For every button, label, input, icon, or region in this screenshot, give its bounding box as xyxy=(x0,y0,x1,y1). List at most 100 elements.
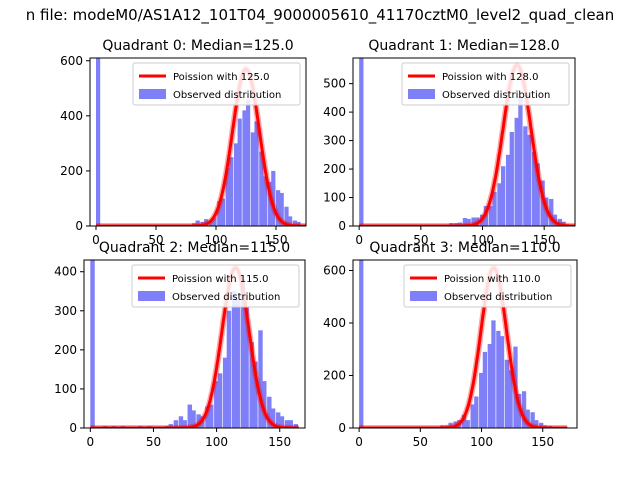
hist-bar xyxy=(279,416,285,428)
hist-bar xyxy=(521,391,527,428)
hist-bar xyxy=(359,58,364,226)
hist-bar xyxy=(501,166,506,226)
y-tick-label: 100 xyxy=(54,382,77,396)
plot-area xyxy=(87,260,302,428)
hist-bar xyxy=(250,132,255,226)
y-tick-label: 400 xyxy=(60,109,83,123)
hist-bar xyxy=(234,143,239,226)
y-tick-label: 200 xyxy=(323,162,346,176)
hist-bar xyxy=(220,198,225,226)
x-tick-label: 100 xyxy=(471,233,494,247)
hist-bar xyxy=(259,151,264,226)
hist-bar xyxy=(523,126,528,226)
y-tick-label: 0 xyxy=(338,219,346,233)
legend-box xyxy=(401,62,570,106)
panel-title: Quadrant 2: Median=115.0 xyxy=(99,240,290,256)
plot-area xyxy=(93,58,306,226)
panel-2: 0 50 100 150 0 100 200 300 400 Poission with 115.… xyxy=(54,240,306,449)
hist-bar xyxy=(237,118,242,226)
x-tick-label: 0 xyxy=(92,233,100,247)
hist-bar xyxy=(557,218,563,226)
axes-frame xyxy=(352,259,578,429)
legend-label-poisson: Poission with 110.0 xyxy=(444,274,540,285)
hist-bar xyxy=(483,206,489,226)
hist-bar xyxy=(479,372,484,428)
hist-bar xyxy=(168,424,174,428)
x-tick-label: 0 xyxy=(86,435,94,449)
legend-label-poisson: Poission with 128.0 xyxy=(442,72,538,83)
hist-bar xyxy=(466,218,471,226)
hist-bar xyxy=(518,97,523,226)
legend-box xyxy=(131,264,300,308)
hist-bar xyxy=(205,406,210,428)
figure-suptitle: n file: modeM0/AS1A12_101T04_9000005610_… xyxy=(26,6,615,25)
y-tick-label: 400 xyxy=(323,316,346,330)
hist-bar xyxy=(217,373,223,428)
legend: Poission with 110.0 Observed distribution xyxy=(403,264,572,308)
legend: Poission with 128.0 Observed distribution xyxy=(401,62,570,106)
axes-frame xyxy=(83,259,306,429)
hist-bar xyxy=(276,190,281,226)
hist-bar xyxy=(535,163,540,226)
hist-bar xyxy=(191,410,196,428)
panel-0: 0 50 100 150 0 200 400 600 Poission with 125.0 Ob… xyxy=(60,38,307,247)
hist-bar xyxy=(488,206,493,226)
legend: Poission with 115.0 Observed distribution xyxy=(131,264,300,308)
hist-bar xyxy=(270,408,276,428)
hist-bar xyxy=(525,409,530,428)
hist-bar xyxy=(284,206,289,226)
hist-bar xyxy=(492,191,497,226)
hist-bar xyxy=(499,336,505,428)
hist-bar xyxy=(504,359,510,428)
hist-bar xyxy=(497,183,502,226)
hist-bar xyxy=(505,154,511,226)
legend-label-observed: Observed distribution xyxy=(173,90,281,101)
hist-bar xyxy=(96,58,101,226)
x-tick-label: 150 xyxy=(268,435,291,449)
hist-bar xyxy=(531,151,537,226)
y-tick-label: 300 xyxy=(54,304,77,318)
hist-bar xyxy=(448,422,453,428)
x-tick-label: 50 xyxy=(413,435,428,449)
hist-bar xyxy=(471,217,476,226)
hist-bar xyxy=(284,420,290,428)
hist-bar xyxy=(288,216,293,226)
hist-bar xyxy=(178,416,184,428)
hist-bar xyxy=(496,330,501,428)
hist-bar xyxy=(275,412,281,428)
y-tick-label: 0 xyxy=(69,421,77,435)
hist-bar xyxy=(474,396,479,428)
x-tick-label: 100 xyxy=(205,233,228,247)
x-tick-label: 50 xyxy=(413,233,428,247)
hist-bar xyxy=(461,414,467,428)
legend-label-observed: Observed distribution xyxy=(442,90,550,101)
hist-bar xyxy=(487,344,492,428)
y-tick-label: 200 xyxy=(323,369,346,383)
hist-bar xyxy=(208,220,213,226)
hist-bar xyxy=(534,420,539,428)
x-tick-label: 0 xyxy=(355,435,363,449)
hist-bar xyxy=(225,168,230,226)
hist-bar xyxy=(267,181,272,226)
x-tick-label: 100 xyxy=(205,435,228,449)
y-tick-label: 200 xyxy=(60,164,83,178)
legend-box xyxy=(403,264,572,308)
hist-bar xyxy=(173,420,179,428)
hist-bar xyxy=(509,132,514,226)
legend-label-poisson: Poission with 125.0 xyxy=(173,72,269,83)
y-tick-label: 400 xyxy=(323,105,346,119)
hist-bar xyxy=(249,342,254,428)
axes-frame xyxy=(89,57,307,227)
legend-box xyxy=(132,62,301,106)
hist-bar xyxy=(195,220,200,226)
legend-hist-swatch xyxy=(410,291,437,301)
hist-bar xyxy=(244,306,249,428)
hist-bar xyxy=(254,121,259,226)
legend-hist-swatch xyxy=(138,291,165,301)
y-tick-label: 300 xyxy=(323,134,346,148)
hist-bar xyxy=(262,381,267,428)
poisson-curve xyxy=(95,67,306,226)
panel-3: 0 50 100 150 0 200 400 600 Poission with 110.0 Ob… xyxy=(323,240,578,449)
hist-bar xyxy=(539,422,544,428)
